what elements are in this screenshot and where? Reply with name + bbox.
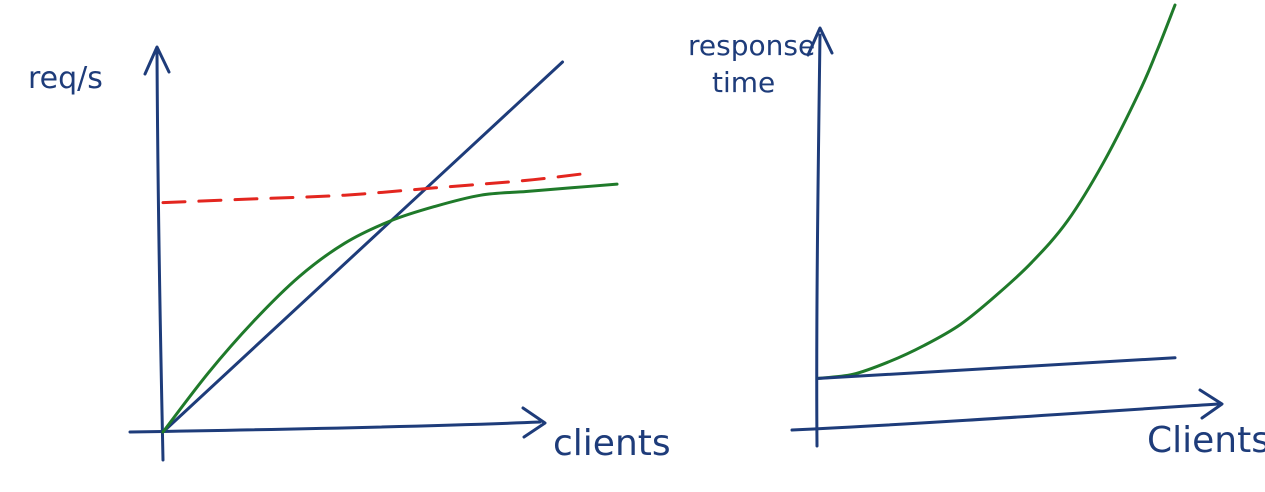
- right-response-time-curve: [815, 3, 1177, 380]
- throughput-chart: req/s clients: [28, 45, 671, 464]
- right-baseline-line: [815, 356, 1177, 380]
- left-throughput-curve: [161, 182, 619, 434]
- right-y-axis-label-line-2: time: [712, 66, 775, 99]
- right-x-axis-label: Clients: [1147, 420, 1265, 461]
- right-y-axis: [815, 33, 822, 448]
- right-x-axis: [790, 402, 1220, 432]
- left-x-axis: [128, 420, 542, 434]
- right-y-axis-arrowhead: [806, 26, 834, 57]
- left-y-axis: [155, 50, 165, 462]
- left-x-axis-arrowhead: [521, 406, 547, 439]
- right-x-axis-arrowhead: [1198, 388, 1224, 420]
- left-x-axis-label: clients: [553, 423, 671, 464]
- left-y-axis-label: req/s: [28, 61, 103, 96]
- left-max-throughput-dashed: [161, 171, 592, 205]
- response-time-chart: response time Clients: [688, 3, 1265, 461]
- right-y-axis-label-line-1: response: [688, 29, 815, 62]
- left-linear-capacity-line: [161, 60, 565, 434]
- left-y-axis-arrowhead: [143, 45, 171, 76]
